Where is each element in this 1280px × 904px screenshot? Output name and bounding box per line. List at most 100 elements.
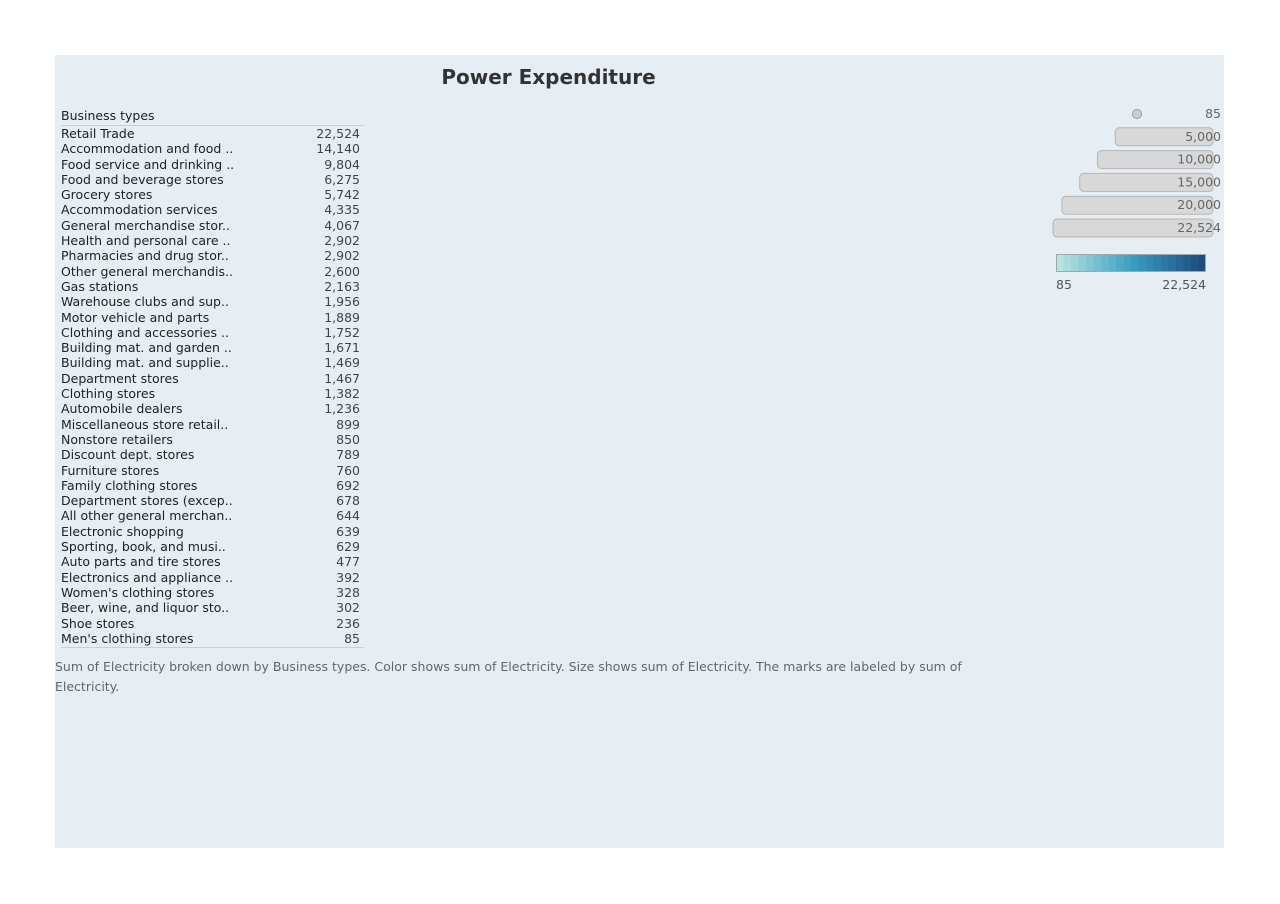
row-value-label: 2,902 [324,248,360,264]
table-row[interactable]: Grocery stores 5,742 [61,187,364,202]
color-legend-step [1198,254,1206,272]
row-category-label: Men's clothing stores [61,630,194,646]
table-row[interactable]: Electronics and appliance .. 392 [61,570,364,585]
row-value-label: 1,469 [324,355,360,371]
table-row[interactable]: All other general merchan.. 644 [61,508,364,523]
chart-panel: Power Expenditure Business types Retail … [55,55,1224,848]
table-row[interactable]: Sporting, book, and musi.. 629 [61,539,364,554]
table-row[interactable]: Building mat. and supplie.. 1,469 [61,355,364,370]
size-legend-mark [1052,218,1214,238]
row-value-label: 678 [336,493,360,509]
row-category-label: Department stores [61,370,179,386]
size-legend-mark [1061,195,1214,215]
table-row[interactable]: Accommodation and food .. 14,140 [61,141,364,156]
table-row[interactable]: Miscellaneous store retail.. 899 [61,417,364,432]
size-legend-label: 15,000 [1177,174,1221,189]
color-legend-step [1183,254,1192,272]
table-row[interactable]: Department stores 1,467 [61,371,364,386]
table-row[interactable]: Furniture stores 760 [61,463,364,478]
table-row[interactable]: Gas stations 2,163 [61,279,364,294]
row-category-label: General merchandise stor.. [61,217,230,233]
color-legend-step [1101,254,1109,272]
table-rows: Retail Trade 22,524 Accommodation and food… [61,126,364,646]
row-category-label: Building mat. and supplie.. [61,355,229,371]
table-row[interactable]: Automobile dealers 1,236 [61,401,364,416]
table-bottom-divider [61,647,364,648]
table-row[interactable]: Auto parts and tire stores 477 [61,554,364,569]
row-value-label: 850 [336,431,360,447]
row-category-label: Auto parts and tire stores [61,554,221,570]
table-row[interactable]: Nonstore retailers 850 [61,432,364,447]
row-category-label: Health and personal care .. [61,233,231,249]
color-legend-step [1056,254,1064,272]
table-row[interactable]: Discount dept. stores 789 [61,447,364,462]
table-row[interactable]: Health and personal care .. 2,902 [61,233,364,248]
row-category-label: Automobile dealers [61,401,183,417]
table-row[interactable]: Food service and drinking .. 9,804 [61,157,364,172]
table-row[interactable]: Men's clothing stores 85 [61,631,364,646]
row-category-label: Electronic shopping [61,523,184,539]
table-row[interactable]: Accommodation services 4,335 [61,202,364,217]
row-category-label: Accommodation services [61,202,218,218]
row-value-label: 2,902 [324,233,360,249]
size-legend-label: 85 [1205,106,1221,121]
row-category-label: Clothing stores [61,386,156,402]
row-value-label: 236 [336,615,360,631]
table-row[interactable]: Clothing and accessories .. 1,752 [61,325,364,340]
size-legend-mark [1132,109,1142,119]
chart-caption: Sum of Electricity broken down by Busine… [55,659,962,694]
row-value-label: 692 [336,477,360,493]
table-row[interactable]: Other general merchandis.. 2,600 [61,264,364,279]
row-category-label: Grocery stores [61,187,153,203]
table-row[interactable]: Retail Trade 22,524 [61,126,364,141]
row-category-label: Clothing and accessories .. [61,324,229,340]
row-value-label: 392 [336,569,360,585]
row-value-label: 22,524 [316,126,360,141]
table-row[interactable]: Warehouse clubs and sup.. 1,956 [61,294,364,309]
row-value-label: 6,275 [324,171,360,187]
table-row[interactable]: Building mat. and garden .. 1,671 [61,340,364,355]
row-value-label: 4,067 [324,217,360,233]
table-row[interactable]: Motor vehicle and parts 1,889 [61,310,364,325]
color-legend-step [1078,254,1087,272]
table-row[interactable]: Clothing stores 1,382 [61,386,364,401]
table-row[interactable]: Women's clothing stores 328 [61,585,364,600]
table-row[interactable]: Beer, wine, and liquor sto.. 302 [61,600,364,615]
row-value-label: 85 [344,630,360,646]
color-legend-step [1191,254,1199,272]
row-value-label: 1,752 [324,324,360,340]
table-row[interactable]: Electronic shopping 639 [61,524,364,539]
table-row[interactable]: Food and beverage stores 6,275 [61,172,364,187]
color-legend-step [1086,254,1094,272]
chart-title: Power Expenditure [441,65,656,89]
column-header-business-types[interactable]: Business types [61,108,364,126]
color-legend-step [1063,254,1072,272]
row-category-label: Beer, wine, and liquor sto.. [61,600,230,616]
row-category-label: All other general merchan.. [61,508,233,524]
row-value-label: 477 [336,554,360,570]
row-value-label: 1,382 [324,386,360,402]
row-value-label: 2,163 [324,278,360,294]
color-legend-step [1123,254,1132,272]
row-category-label: Retail Trade [61,126,135,141]
row-value-label: 644 [336,508,360,524]
table-row[interactable]: Shoe stores 236 [61,616,364,631]
row-value-label: 4,335 [324,202,360,218]
row-value-label: 5,742 [324,187,360,203]
table-row[interactable]: General merchandise stor.. 4,067 [61,218,364,233]
row-value-label: 9,804 [324,156,360,172]
row-value-label: 328 [336,584,360,600]
row-category-label: Accommodation and food .. [61,141,234,157]
table-row[interactable]: Pharmacies and drug stor.. 2,902 [61,248,364,263]
row-category-label: Electronics and appliance .. [61,569,234,585]
color-legend-border [1056,254,1206,272]
row-category-label: Women's clothing stores [61,584,215,600]
table-row[interactable]: Department stores (excep.. 678 [61,493,364,508]
row-category-label: Department stores (excep.. [61,493,233,509]
color-legend-step [1146,254,1154,272]
row-value-label: 1,889 [324,309,360,325]
size-legend-label: 10,000 [1177,152,1221,167]
row-category-label: Motor vehicle and parts [61,309,210,325]
table-row[interactable]: Family clothing stores 692 [61,478,364,493]
row-value-label: 1,671 [324,340,360,356]
